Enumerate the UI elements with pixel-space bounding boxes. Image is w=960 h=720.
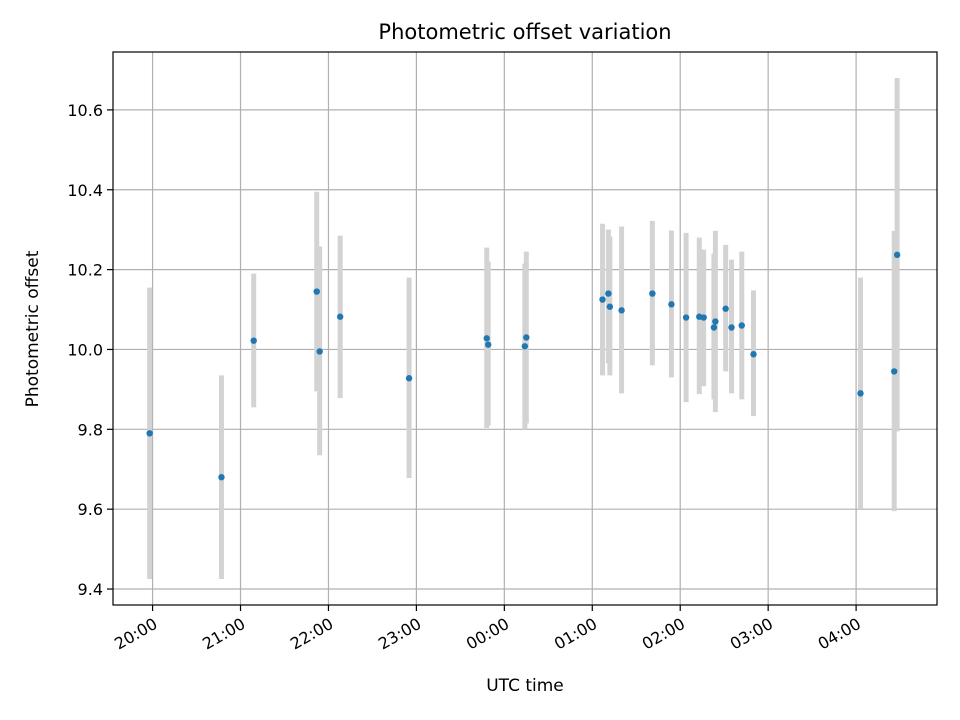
data-point bbox=[857, 390, 864, 397]
data-point bbox=[405, 375, 413, 382]
data-point bbox=[618, 307, 625, 314]
data-point bbox=[483, 335, 490, 342]
y-tick-label: 10.4 bbox=[67, 181, 103, 200]
data-point bbox=[313, 288, 320, 295]
data-point bbox=[336, 313, 344, 320]
data-point bbox=[722, 305, 729, 312]
data-point bbox=[750, 351, 757, 358]
plot-frame bbox=[112, 51, 938, 606]
data-point bbox=[523, 334, 530, 341]
y-axis-title: Photometric offset bbox=[23, 250, 43, 407]
y-axis-ticks: 9.4 9.6 9.8 10.0 10.2 10.4 10.6 bbox=[67, 101, 113, 599]
data-point bbox=[682, 314, 690, 321]
data-point bbox=[700, 314, 707, 321]
data-point bbox=[146, 430, 153, 437]
data-point bbox=[649, 290, 656, 297]
data-point bbox=[250, 337, 257, 344]
data-point bbox=[485, 341, 492, 348]
data-point bbox=[893, 251, 901, 259]
data-point bbox=[710, 324, 718, 331]
data-point bbox=[668, 301, 675, 308]
data-point bbox=[712, 318, 719, 325]
data-point bbox=[606, 303, 614, 310]
y-tick-label: 10.6 bbox=[67, 101, 103, 120]
data-point bbox=[521, 343, 529, 350]
data-point bbox=[605, 290, 612, 297]
data-point bbox=[316, 348, 323, 355]
data-point bbox=[728, 324, 735, 331]
y-tick-label: 9.8 bbox=[78, 420, 103, 439]
data-points bbox=[146, 251, 901, 481]
y-tick-label: 9.4 bbox=[78, 580, 103, 599]
y-tick-label: 10.0 bbox=[67, 340, 103, 359]
data-point bbox=[218, 474, 225, 481]
chart-title: Photometric offset variation bbox=[378, 20, 671, 44]
data-point bbox=[891, 368, 898, 375]
x-axis-title: UTC time bbox=[486, 676, 564, 696]
data-point bbox=[599, 296, 606, 303]
y-tick-label: 10.2 bbox=[67, 261, 103, 280]
y-tick-label: 9.6 bbox=[78, 500, 103, 519]
data-point bbox=[738, 322, 745, 329]
